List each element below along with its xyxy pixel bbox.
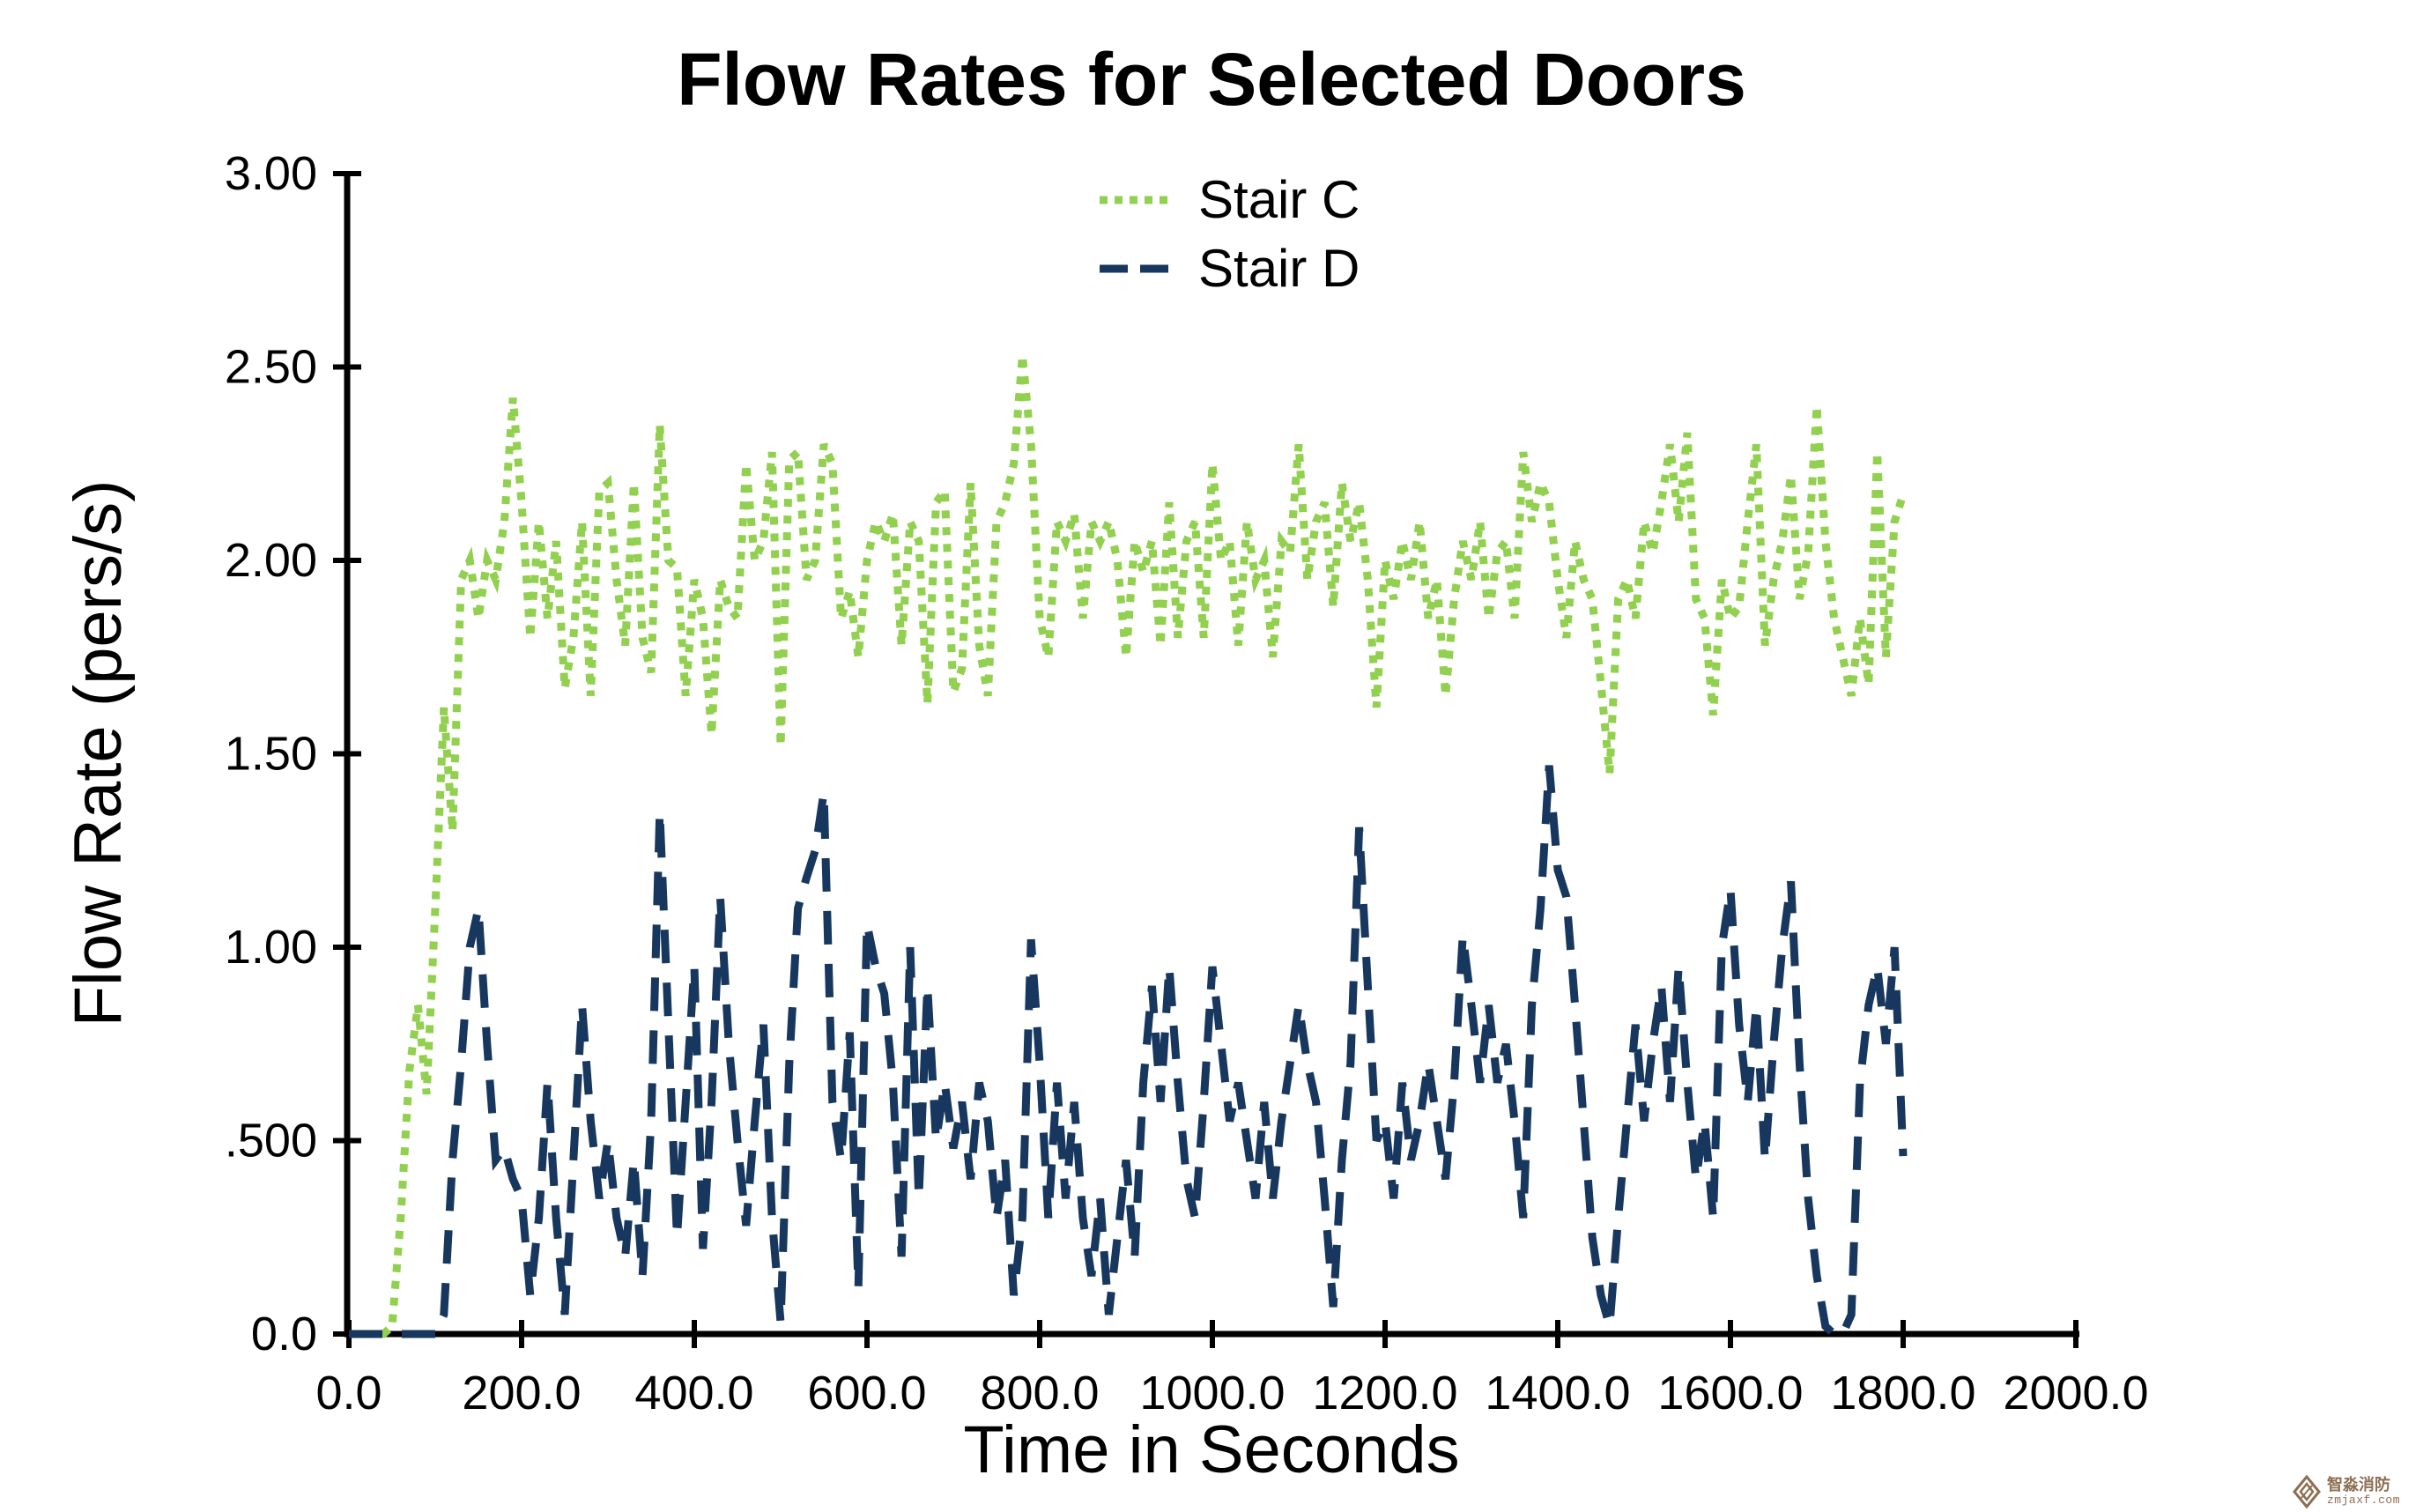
- y-tick-label: 1.00: [225, 921, 317, 974]
- x-tick-label: 600.0: [807, 1367, 926, 1419]
- x-tick-label: 1600.0: [1657, 1367, 1803, 1419]
- x-tick-label: 400.0: [634, 1367, 753, 1419]
- y-tick-label: 1.50: [225, 728, 317, 781]
- watermark-name: 智淼消防: [2326, 1476, 2390, 1494]
- stair-c-line-swatch-icon: [1100, 196, 1170, 204]
- watermark-logo-icon: [2293, 1475, 2321, 1508]
- x-tick-label: 1800.0: [1830, 1367, 1975, 1419]
- y-tick-label: .500: [225, 1115, 317, 1167]
- y-tick-label: 3.00: [225, 147, 317, 200]
- x-tick-label: 800.0: [980, 1367, 1099, 1419]
- legend: Stair C Stair D: [1100, 173, 1360, 296]
- watermark-site: zmjaxf.com: [2326, 1493, 2400, 1507]
- legend-label-stair-c: Stair C: [1198, 170, 1360, 229]
- series-stair-c-line: [349, 354, 1908, 1338]
- x-tick-label: 2000.0: [2003, 1367, 2148, 1419]
- x-tick-label: 0.0: [315, 1367, 382, 1419]
- chart-title: Flow Rates for Selected Doors: [677, 38, 1746, 121]
- x-tick-label: 1400.0: [1485, 1367, 1630, 1419]
- y-tick-label: 0.0: [251, 1308, 317, 1360]
- x-axis-title: Time in Seconds: [963, 1412, 1460, 1487]
- y-axis-title: Flow Rate (pers/s): [61, 479, 136, 1027]
- stair-d-line-swatch-icon: [1100, 264, 1170, 273]
- watermark: 智淼消防 zmjaxf.com: [2293, 1475, 2400, 1508]
- series-stair-d-line: [349, 765, 1908, 1338]
- x-tick-label: 200.0: [462, 1367, 581, 1419]
- y-tick-label: 2.50: [225, 341, 317, 394]
- legend-label-stair-d: Stair D: [1198, 239, 1360, 298]
- legend-item-stair-c: Stair C: [1100, 173, 1360, 227]
- x-tick-label: 1200.0: [1312, 1367, 1457, 1419]
- y-tick-label: 2.00: [225, 534, 317, 587]
- legend-item-stair-d: Stair D: [1100, 241, 1360, 296]
- x-tick-label: 1000.0: [1139, 1367, 1285, 1419]
